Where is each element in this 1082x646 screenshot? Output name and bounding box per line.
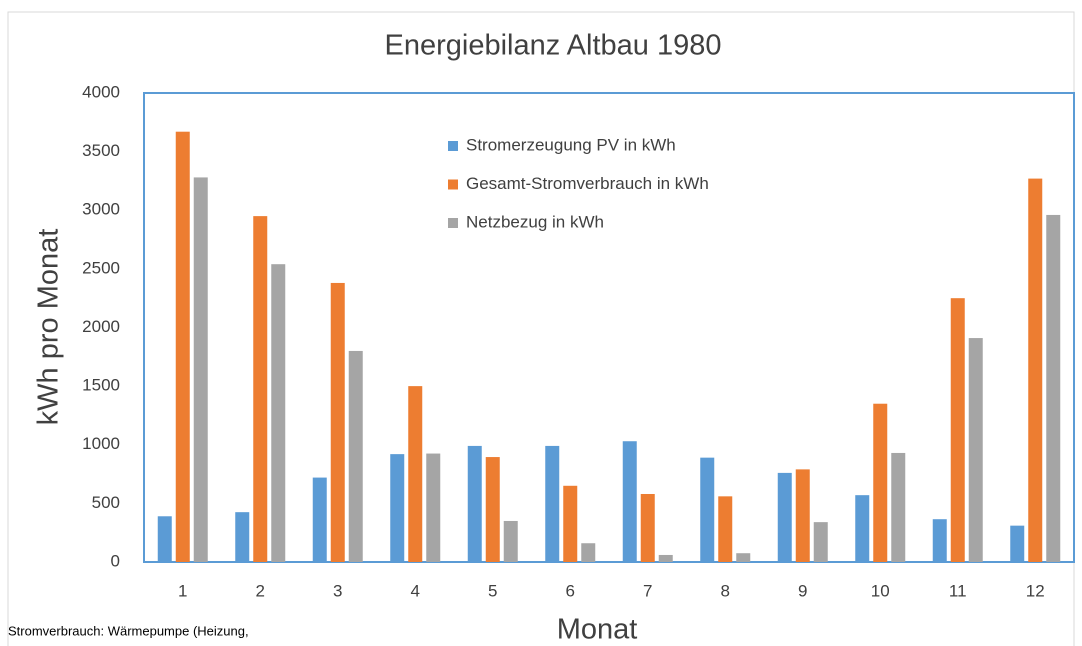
- y-tick-label: 1000: [82, 434, 120, 453]
- legend-label: Gesamt-Stromverbrauch in kWh: [466, 174, 709, 193]
- y-tick-label: 2500: [82, 258, 120, 277]
- x-axis-label: Monat: [557, 614, 638, 646]
- bar: [157, 516, 172, 562]
- bar: [485, 457, 500, 562]
- legend-label: Stromerzeugung PV in kWh: [466, 135, 676, 154]
- y-tick-label: 1500: [82, 376, 120, 395]
- y-tick-label: 500: [92, 493, 120, 512]
- bar: [736, 553, 751, 562]
- bar: [193, 177, 208, 563]
- bar: [873, 403, 888, 562]
- y-tick-label: 3000: [82, 200, 120, 219]
- bar: [891, 452, 906, 562]
- x-tick-label: 1: [178, 581, 187, 600]
- y-axis-label: kWh pro Monat: [33, 229, 65, 426]
- x-tick-label: 2: [256, 581, 265, 600]
- bar: [426, 453, 441, 562]
- bar: [503, 520, 518, 562]
- y-tick-label: 2000: [82, 317, 120, 336]
- bar: [777, 472, 792, 562]
- bar: [390, 454, 405, 562]
- bar: [175, 131, 190, 562]
- y-tick-label: 3500: [82, 141, 120, 160]
- x-tick-label: 8: [721, 581, 730, 600]
- legend-swatch: [448, 179, 458, 190]
- bar: [795, 469, 810, 562]
- bar: [348, 350, 363, 562]
- legend-swatch: [448, 218, 458, 228]
- plot-border: [143, 92, 1075, 563]
- bar: [408, 386, 423, 562]
- bar: [1046, 214, 1061, 562]
- bar: [563, 485, 578, 562]
- bar: [622, 441, 637, 562]
- bar: [235, 512, 250, 562]
- bar: [658, 554, 673, 562]
- bar: [271, 264, 286, 562]
- bar: [1010, 525, 1025, 562]
- x-tick-label: 9: [798, 581, 807, 600]
- bar: [467, 445, 482, 562]
- x-tick-label: 7: [643, 581, 652, 600]
- y-tick-label: 4000: [82, 82, 120, 101]
- x-tick-label: 12: [1026, 581, 1045, 600]
- y-tick-label: 0: [111, 551, 120, 570]
- bar: [968, 338, 983, 562]
- bar: [813, 522, 828, 562]
- bar: [640, 493, 655, 562]
- bar: [581, 543, 596, 562]
- legend-swatch: [448, 141, 458, 151]
- bar: [545, 445, 560, 562]
- x-tick-label: 4: [411, 581, 420, 600]
- bar: [330, 282, 345, 562]
- legend-label: Netzbezug in kWh: [466, 212, 604, 231]
- x-tick-label: 11: [949, 581, 967, 600]
- bar: [950, 298, 965, 562]
- x-tick-label: 5: [488, 581, 497, 600]
- bar: [700, 457, 715, 562]
- x-tick-label: 6: [566, 581, 575, 600]
- footnote: Stromverbrauch: Wärmepumpe (Heizung,: [8, 623, 249, 638]
- bar: [253, 216, 268, 563]
- bar: [718, 496, 733, 562]
- x-tick-label: 10: [871, 581, 890, 600]
- bar: [312, 477, 327, 562]
- bar: [855, 495, 870, 562]
- chart-title: Energiebilanz Altbau 1980: [385, 30, 722, 62]
- x-tick-label: 3: [333, 581, 342, 600]
- bar: [932, 519, 947, 562]
- bar: [1028, 178, 1043, 562]
